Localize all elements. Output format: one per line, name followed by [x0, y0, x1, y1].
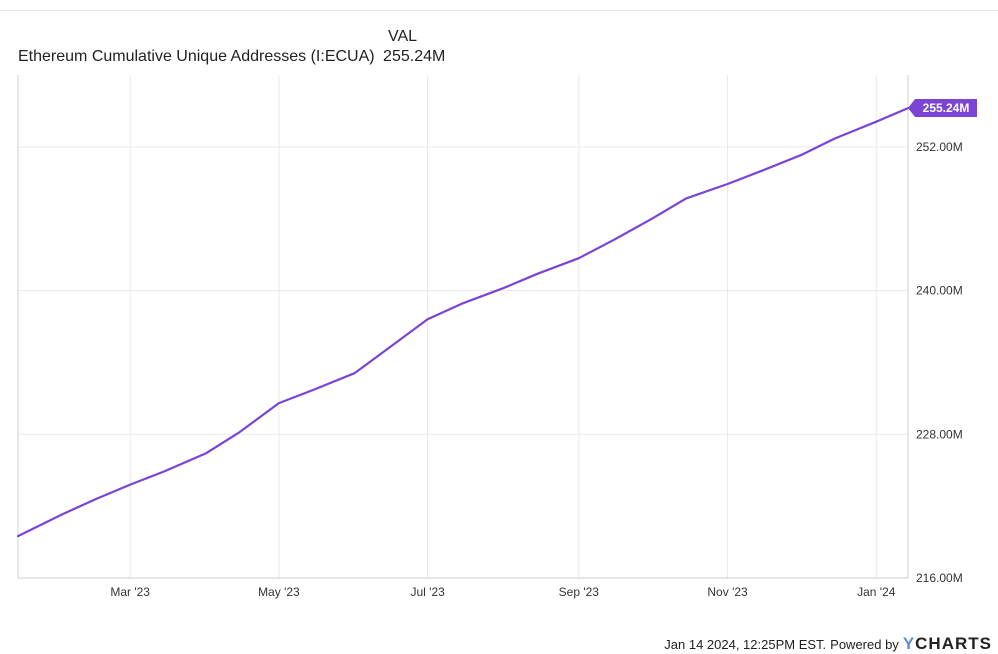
legend-series-value: 255.24M — [383, 48, 446, 65]
x-tick-label: Jul '23 — [410, 585, 445, 599]
grid-layer — [18, 75, 908, 578]
footer-timestamp: Jan 14 2024, 12:25PM EST. — [664, 637, 827, 652]
x-tick-label: Jan '24 — [857, 585, 896, 599]
x-tick-label: May '23 — [258, 585, 300, 599]
footer: Jan 14 2024, 12:25PM EST. Powered by YCH… — [664, 634, 992, 654]
end-value-label: 255.24M — [923, 101, 970, 115]
ycharts-logo[interactable]: YCHARTS — [903, 634, 992, 654]
y-tick-label: 216.00M — [916, 571, 963, 585]
footer-powered-by: Powered by — [830, 637, 899, 652]
axis-layer — [17, 75, 909, 579]
y-tick-label: 252.00M — [916, 140, 963, 154]
x-tick-label: Nov '23 — [707, 585, 748, 599]
legend: Ethereum Cumulative Unique Addresses (I:… — [18, 48, 445, 66]
top-border — [0, 10, 998, 11]
label-layer: Mar '23 May '23 Jul '23 Sep '23 Nov '23 Jan '… — [110, 99, 977, 599]
ycharts-logo-y: Y — [902, 634, 916, 653]
x-tick-label: Sep '23 — [559, 585, 600, 599]
series-line — [16, 106, 910, 538]
series-layer — [16, 106, 910, 538]
legend-series-name: Ethereum Cumulative Unique Addresses (I:… — [18, 48, 375, 65]
val-header: VAL — [388, 28, 418, 45]
y-tick-label: 240.00M — [916, 284, 963, 298]
y-tick-label: 228.00M — [916, 427, 963, 441]
ycharts-logo-text: CHARTS — [915, 634, 992, 653]
x-tick-label: Mar '23 — [110, 585, 150, 599]
end-value-badge — [908, 99, 977, 118]
